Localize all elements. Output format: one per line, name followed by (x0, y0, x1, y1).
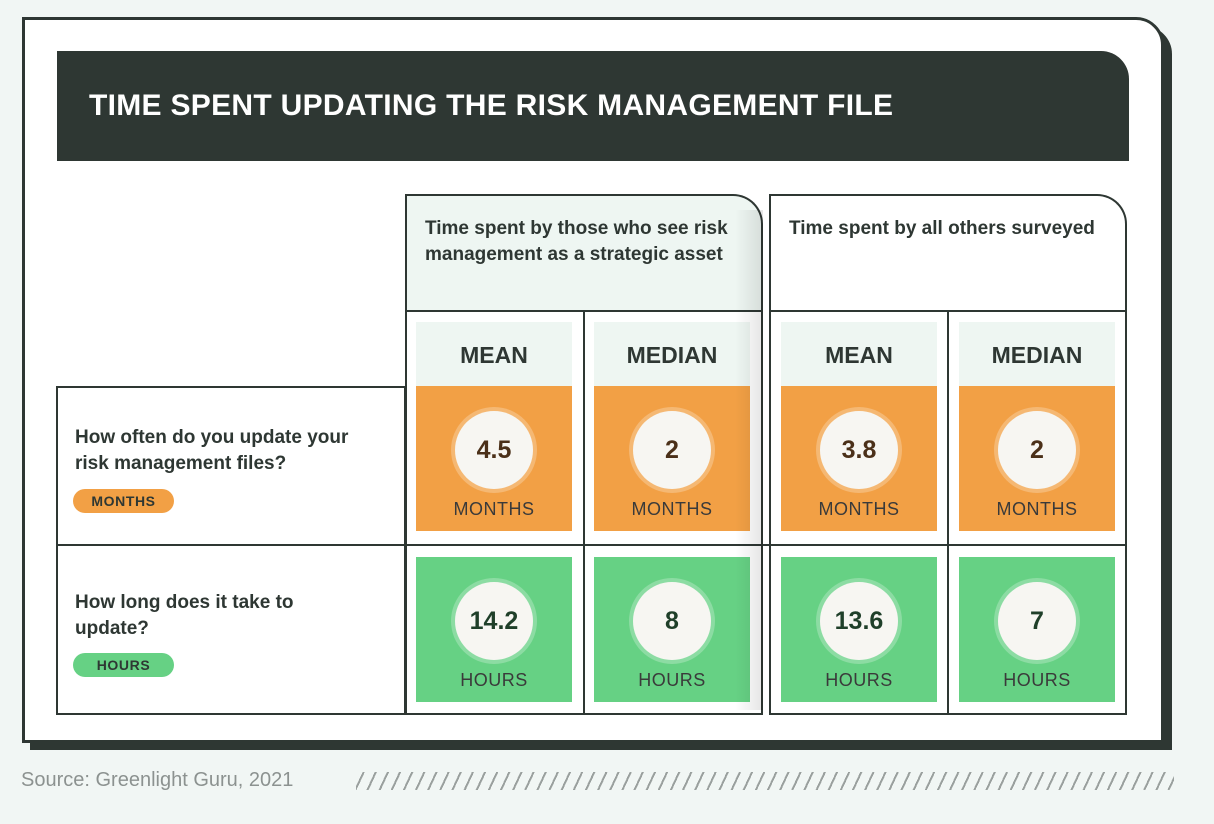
column-label: MEAN (825, 342, 893, 368)
chart-title: TIME SPENT UPDATING THE RISK MANAGEMENT … (89, 89, 894, 122)
unit-label: MONTHS (631, 499, 713, 519)
column-header-2: MEDIAN (594, 322, 750, 386)
group-header-strategic-label: Time spent by those who see risk managem… (425, 218, 728, 265)
unit-label: HOURS (460, 670, 528, 690)
unit-pill-hours: HOURS (73, 653, 174, 677)
decorative-hatch (356, 772, 1174, 790)
column-label: MEDIAN (991, 342, 1083, 368)
value-circle: 3.8 (820, 411, 898, 489)
value-circle: 7 (998, 582, 1076, 660)
group-header-strategic: Time spent by those who see risk managem… (405, 194, 763, 312)
column-label: MEAN (460, 342, 528, 368)
source-note: Source: Greenlight Guru, 2021 (21, 769, 294, 791)
row-question-frequency: How often do you update your risk manage… (75, 427, 349, 474)
unit-label: HOURS (825, 670, 893, 690)
value-cell: 14.2 HOURS (416, 557, 572, 702)
value-cell: 2 MONTHS (959, 386, 1115, 531)
column-label: MEDIAN (626, 342, 718, 368)
unit-label: MONTHS (996, 499, 1078, 519)
value-circle: 14.2 (455, 582, 533, 660)
value-cell: 3.8 MONTHS (781, 386, 937, 531)
value-cell: 7 HOURS (959, 557, 1115, 702)
unit-label: MONTHS (453, 499, 535, 519)
row-question-duration: How long does it take to update? (75, 592, 294, 639)
value-circle: 13.6 (820, 582, 898, 660)
value-cell: 4.5 MONTHS (416, 386, 572, 531)
column-header-4: MEDIAN (959, 322, 1115, 386)
unit-label: HOURS (1003, 670, 1071, 690)
value-circle: 2 (633, 411, 711, 489)
column-header-3: MEAN (781, 322, 937, 386)
value-cell: 8 HOURS (594, 557, 750, 702)
group-header-others: Time spent by all others surveyed (769, 194, 1127, 312)
row-divider (56, 544, 1127, 546)
column-header-1: MEAN (416, 322, 572, 386)
value-cell: 13.6 HOURS (781, 557, 937, 702)
title-bar: TIME SPENT UPDATING THE RISK MANAGEMENT … (57, 51, 1129, 161)
value-circle: 8 (633, 582, 711, 660)
value-circle: 4.5 (455, 411, 533, 489)
column-frame-4 (947, 310, 1127, 715)
value-cell: 2 MONTHS (594, 386, 750, 531)
group-header-others-label: Time spent by all others surveyed (789, 218, 1095, 239)
unit-label: MONTHS (818, 499, 900, 519)
value-circle: 2 (998, 411, 1076, 489)
unit-pill-months: MONTHS (73, 489, 174, 513)
unit-label: HOURS (638, 670, 706, 690)
column-frame-2 (583, 310, 763, 715)
